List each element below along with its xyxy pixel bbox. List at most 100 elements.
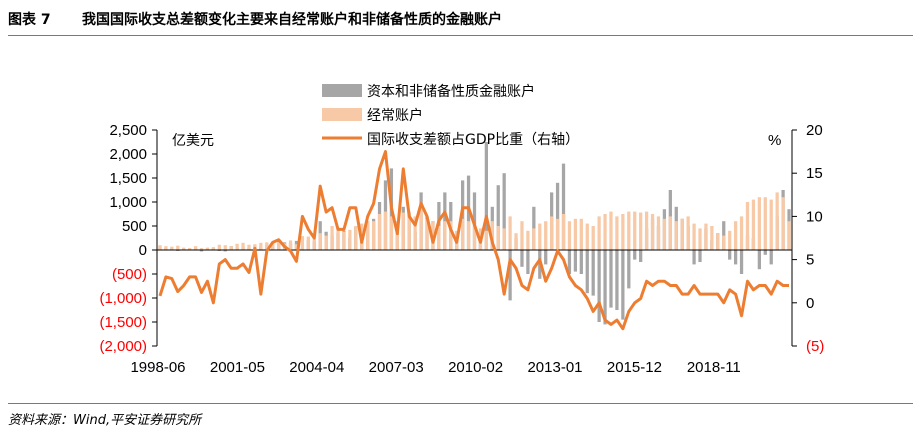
- left-unit-label: 亿美元: [172, 133, 214, 149]
- financial-bar: [508, 250, 512, 301]
- current-bar: [508, 216, 512, 250]
- financial-bar: [728, 250, 732, 260]
- current-bar: [223, 245, 227, 250]
- financial-bar: [769, 250, 773, 265]
- current-bar: [722, 235, 726, 250]
- right-tick-label: 5: [806, 252, 814, 269]
- legend-label-current: 经常账户: [367, 107, 423, 124]
- current-bar: [461, 218, 465, 250]
- current-bar: [573, 218, 578, 250]
- current-bar: [680, 218, 684, 250]
- current-bar: [217, 244, 221, 250]
- current-bar: [627, 211, 631, 250]
- current-bar: [294, 244, 299, 250]
- financial-bar: [544, 250, 548, 265]
- right-unit-label: %: [768, 132, 781, 149]
- left-tick-label: 0: [139, 242, 147, 259]
- current-bar: [443, 221, 447, 250]
- current-bar: [728, 230, 732, 250]
- financial-bar: [466, 175, 471, 250]
- current-bar: [158, 245, 162, 250]
- current-bar: [371, 221, 376, 250]
- current-bar: [733, 221, 738, 250]
- current-bar: [544, 221, 548, 250]
- current-bar: [199, 248, 204, 250]
- current-bar: [639, 212, 643, 250]
- current-bar: [389, 216, 394, 250]
- current-bar: [247, 244, 251, 250]
- current-bar: [164, 246, 168, 250]
- current-bar: [621, 214, 625, 250]
- current-bar: [431, 221, 435, 250]
- x-tick-label: 1998-06: [130, 359, 185, 376]
- financial-bar: [496, 185, 500, 250]
- current-bar: [437, 226, 441, 250]
- current-bar: [775, 192, 779, 250]
- x-tick-label: 2001-05: [210, 359, 265, 376]
- current-bar: [235, 243, 239, 250]
- current-bar: [579, 218, 583, 250]
- x-tick-label: 2007-03: [369, 359, 424, 376]
- current-bar: [193, 246, 198, 250]
- current-bar: [354, 226, 358, 250]
- financial-bar: [597, 250, 601, 322]
- current-bar: [383, 211, 388, 250]
- left-tick-label: (2,000): [99, 338, 147, 355]
- current-bar: [603, 214, 607, 250]
- current-bar: [716, 233, 720, 250]
- financial-bar: [627, 250, 631, 289]
- current-bar: [288, 240, 293, 250]
- current-bar: [484, 230, 488, 250]
- financial-bar: [579, 250, 583, 274]
- bottom-divider: [8, 403, 913, 404]
- financial-bar: [633, 250, 637, 260]
- current-bar: [710, 226, 714, 250]
- current-bar: [401, 212, 405, 250]
- current-bar: [348, 229, 352, 250]
- current-bars: [158, 192, 791, 250]
- current-bar: [597, 216, 601, 250]
- current-bar: [496, 226, 500, 250]
- left-tick-label: 500: [122, 218, 147, 235]
- current-bar: [241, 242, 245, 250]
- current-bar: [407, 211, 411, 250]
- current-bar: [567, 221, 572, 250]
- left-tick-label: (1,000): [99, 290, 147, 307]
- current-bar: [609, 211, 613, 250]
- current-bar: [561, 214, 566, 250]
- current-bar: [425, 218, 429, 250]
- current-bar: [342, 231, 346, 250]
- financial-bar: [502, 173, 506, 250]
- current-bar: [259, 242, 263, 250]
- right-tick-label: 0: [806, 295, 814, 312]
- current-bar: [211, 247, 216, 250]
- financial-bar: [621, 250, 625, 320]
- financial-bar: [526, 250, 530, 274]
- current-bar: [550, 216, 554, 250]
- current-bar: [745, 202, 750, 250]
- current-bar: [585, 223, 589, 250]
- legend-swatch-financial: [322, 84, 362, 97]
- current-bar: [502, 228, 506, 250]
- x-tick-label: 2004-04: [289, 359, 344, 376]
- legend-swatch-current: [322, 108, 362, 121]
- current-bar: [532, 228, 536, 250]
- legend-label-financial: 资本和非储备性质金融账户: [367, 83, 535, 100]
- current-bar: [318, 233, 322, 250]
- current-bar: [615, 216, 619, 250]
- financial-bar: [561, 163, 566, 250]
- current-bar: [300, 236, 305, 250]
- left-tick-label: 2,500: [109, 122, 147, 139]
- current-bar: [395, 221, 399, 250]
- current-bar: [336, 228, 340, 250]
- current-bar: [656, 216, 661, 250]
- current-bar: [419, 204, 423, 250]
- financial-bar: [591, 250, 595, 296]
- current-bar: [704, 223, 708, 250]
- current-bar: [366, 221, 370, 250]
- current-bar: [591, 226, 595, 250]
- current-bar: [751, 199, 756, 250]
- current-bar: [182, 247, 186, 250]
- current-bar: [472, 226, 477, 250]
